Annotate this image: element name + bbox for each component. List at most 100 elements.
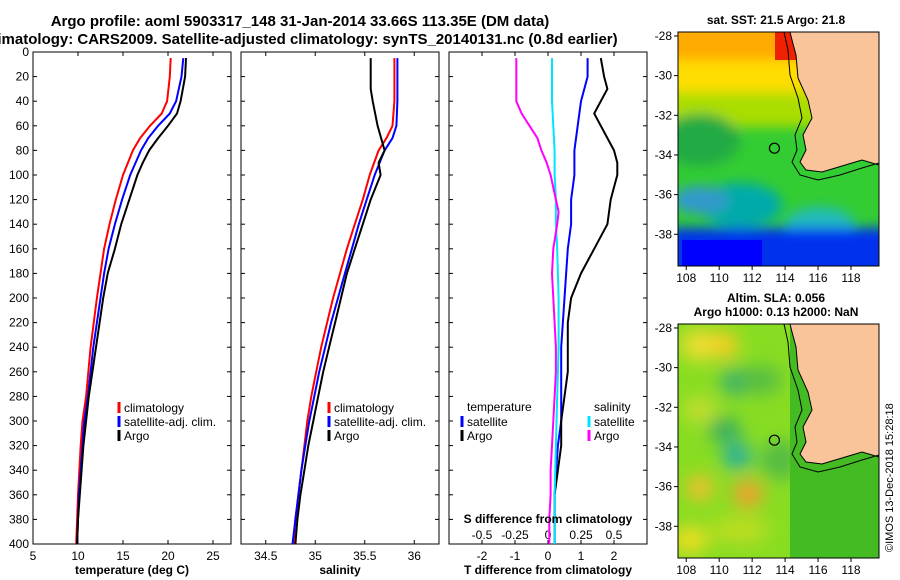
series-line-argo <box>76 58 187 544</box>
sst-patch-blue-light <box>678 186 728 214</box>
map-y-tick-label: -30 <box>655 361 673 375</box>
map-y-tick-label: -36 <box>655 480 673 494</box>
legend-label-t-argo: Argo <box>467 429 493 443</box>
series-line-climatology <box>75 58 172 544</box>
temperature-legend: climatology satellite-adj. clim. Argo <box>117 401 216 443</box>
map-y-tick-label: -28 <box>655 321 673 335</box>
y-tick-label: 80 <box>16 143 30 157</box>
x-tick-label: -2 <box>477 549 488 563</box>
map-x-tick-label: 118 <box>841 271 860 285</box>
map-x-tick-label: 116 <box>808 271 827 285</box>
legend-label-satellite: satellite-adj. clim. <box>334 415 426 429</box>
series-line-s-satellite <box>551 58 560 544</box>
map-y-tick-label: -28 <box>655 29 673 43</box>
legend-label-argo: Argo <box>334 429 360 443</box>
y-tick-label: 380 <box>9 512 29 526</box>
legend-label-s-argo: Argo <box>594 429 620 443</box>
axis-ticks: 0204060801001201401601802002202402602803… <box>9 29 861 577</box>
map-x-tick-label: 112 <box>743 563 762 577</box>
map-y-tick-label: -30 <box>655 69 673 83</box>
y-tick-label: 400 <box>9 537 29 551</box>
sla-low-2 <box>709 418 741 442</box>
sst-coastline <box>789 32 879 173</box>
watermark: ©IMOS 13-Dec-2018 15:28:18 <box>884 403 896 552</box>
y-tick-label: 140 <box>9 217 29 231</box>
x-tick-label: 5 <box>30 549 37 563</box>
legend-label-s-satellite: satellite <box>594 415 635 429</box>
temperature-xlabel: temperature (deg C) <box>75 563 189 577</box>
y-tick-label: 240 <box>9 340 29 354</box>
salinity-xlabel: salinity <box>319 563 361 577</box>
y-tick-label: 340 <box>9 463 29 477</box>
y-tick-label: 0 <box>22 45 29 59</box>
legend-label-t-satellite: satellite <box>467 415 508 429</box>
y-tick-label: 40 <box>16 94 30 108</box>
sst-isobath <box>783 32 879 181</box>
x-tick-label: -1 <box>510 549 521 563</box>
series-line-satellite-adj-clim- <box>76 58 185 544</box>
map-x-tick-label: 108 <box>676 563 696 577</box>
s-tick-label: -0.5 <box>472 528 493 542</box>
sst-patch-green <box>678 114 740 166</box>
land-australia <box>790 32 879 172</box>
sla-coastline <box>789 324 879 465</box>
series-line-t-satellite <box>553 58 589 544</box>
map-y-tick-label: -36 <box>655 188 673 202</box>
map-x-tick-label: 116 <box>808 563 827 577</box>
legend-header-temperature: temperature <box>467 400 532 414</box>
map-y-tick-label: -34 <box>655 440 673 454</box>
y-tick-label: 300 <box>9 414 29 428</box>
x-tick-label: 34.5 <box>254 549 278 563</box>
y-tick-label: 120 <box>9 193 29 207</box>
map-x-tick-label: 114 <box>776 271 795 285</box>
x-tick-label: 1 <box>578 549 585 563</box>
salinity-series <box>291 58 399 544</box>
legend-label-climatology: climatology <box>124 401 184 415</box>
title-line-2: Climatology: CARS2009. Satellite-adjuste… <box>0 31 618 48</box>
x-tick-label: 2 <box>611 549 618 563</box>
sla-high-5 <box>734 481 762 507</box>
sla-high-1 <box>680 329 720 361</box>
x-tick-label: 0 <box>545 549 552 563</box>
temperature-series <box>75 58 187 544</box>
s-tick-label: 0.25 <box>569 528 593 542</box>
y-tick-label: 180 <box>9 266 29 280</box>
map-y-tick-label: -32 <box>655 400 673 414</box>
map-y-tick-label: -38 <box>655 227 673 241</box>
difference-panel-frame <box>448 51 648 545</box>
sla-high-4 <box>687 476 713 500</box>
y-tick-label: 360 <box>9 488 29 502</box>
x-tick-label: 35.5 <box>353 549 377 563</box>
sst-profile-marker <box>768 142 781 154</box>
legend-label-climatology: climatology <box>334 401 394 415</box>
map-x-tick-label: 110 <box>710 563 729 577</box>
sla-profile-marker <box>768 434 781 446</box>
map-x-tick-label: 114 <box>776 563 795 577</box>
land-australia <box>790 324 879 464</box>
y-tick-label: 320 <box>9 439 29 453</box>
x-tick-label: 25 <box>206 549 220 563</box>
s-tick-label: 0 <box>545 528 552 542</box>
map-x-tick-label: 118 <box>841 563 860 577</box>
series-line-t-argo <box>553 57 619 544</box>
s-tick-label: -0.25 <box>501 528 529 542</box>
sla-high-7 <box>678 526 708 554</box>
map-x-tick-label: 108 <box>676 271 696 285</box>
map-y-tick-label: -38 <box>655 519 673 533</box>
sla-map-frame <box>677 323 880 559</box>
sla-low-4 <box>738 366 782 394</box>
legend-label-satellite: satellite-adj. clim. <box>124 415 216 429</box>
difference-series <box>515 57 619 544</box>
sla-isobath <box>783 324 879 473</box>
map-y-tick-label: -32 <box>655 108 673 122</box>
sla-field <box>678 329 800 554</box>
series-line-argo <box>294 58 386 544</box>
difference-xlabel: T difference from climatology <box>464 563 632 577</box>
y-tick-label: 60 <box>16 119 30 133</box>
sla-map <box>678 324 879 558</box>
map-y-tick-label: -34 <box>655 148 673 162</box>
s-tick-label: 0.5 <box>606 528 623 542</box>
y-tick-label: 280 <box>9 389 29 403</box>
title-line-1: Argo profile: aoml 5903317_148 31-Jan-20… <box>51 13 550 30</box>
y-tick-label: 100 <box>9 168 29 182</box>
